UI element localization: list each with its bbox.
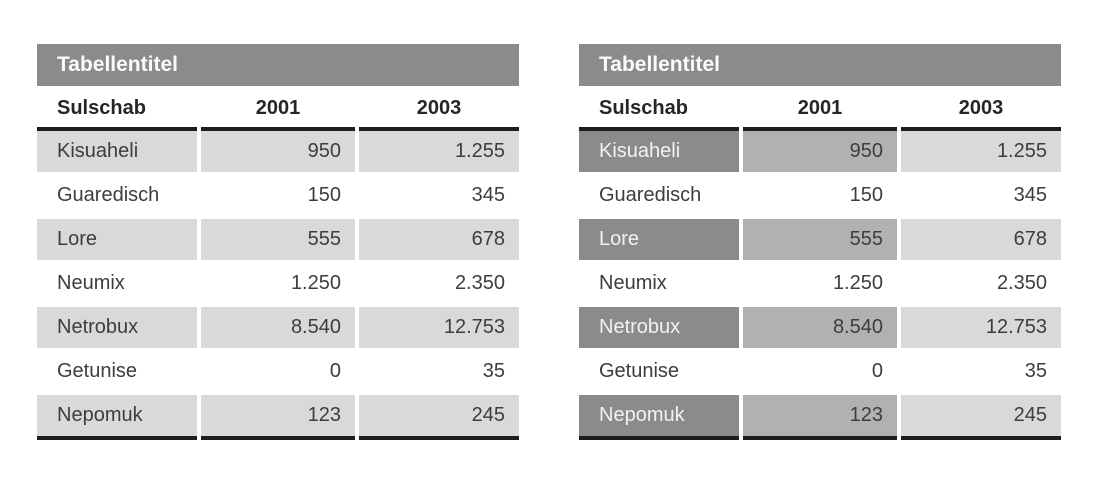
value-cell-2001: 1.250 bbox=[743, 263, 897, 307]
value-cell-2003: 678 bbox=[359, 219, 519, 263]
row-label-cell: Getunise bbox=[579, 351, 739, 395]
value-cell-2001: 123 bbox=[743, 395, 897, 440]
value-cell-2001: 150 bbox=[201, 175, 355, 219]
value-cell-2003: 1.255 bbox=[359, 131, 519, 175]
row-label-cell: Nepomuk bbox=[579, 395, 739, 440]
column-header-2003: 2003 bbox=[901, 86, 1061, 131]
row-label-cell: Nepomuk bbox=[37, 395, 197, 440]
row-label-cell: Lore bbox=[579, 219, 739, 263]
table-title-bar: Tabellentitel bbox=[37, 44, 519, 86]
table-grid: Sulschab 2001 2003 Kisuaheli 950 1.255 G… bbox=[37, 86, 519, 440]
row-label-cell: Guaredisch bbox=[579, 175, 739, 219]
value-cell-2001: 1.250 bbox=[201, 263, 355, 307]
value-cell-2001: 555 bbox=[743, 219, 897, 263]
table-right: Tabellentitel Sulschab 2001 2003 Kisuahe… bbox=[579, 44, 1061, 440]
value-cell-2003: 345 bbox=[901, 175, 1061, 219]
value-cell-2003: 1.255 bbox=[901, 131, 1061, 175]
column-header-2001: 2001 bbox=[201, 86, 355, 131]
row-label-cell: Guaredisch bbox=[37, 175, 197, 219]
value-cell-2001: 950 bbox=[743, 131, 897, 175]
value-cell-2003: 12.753 bbox=[359, 307, 519, 351]
table-grid: Sulschab 2001 2003 Kisuaheli 950 1.255 G… bbox=[579, 86, 1061, 440]
row-label-cell: Kisuaheli bbox=[37, 131, 197, 175]
table-title: Tabellentitel bbox=[57, 53, 178, 76]
value-cell-2001: 8.540 bbox=[201, 307, 355, 351]
value-cell-2001: 150 bbox=[743, 175, 897, 219]
value-cell-2003: 35 bbox=[359, 351, 519, 395]
value-cell-2003: 12.753 bbox=[901, 307, 1061, 351]
value-cell-2003: 2.350 bbox=[901, 263, 1061, 307]
value-cell-2003: 245 bbox=[359, 395, 519, 440]
value-cell-2003: 245 bbox=[901, 395, 1061, 440]
value-cell-2003: 678 bbox=[901, 219, 1061, 263]
row-label-cell: Getunise bbox=[37, 351, 197, 395]
value-cell-2001: 123 bbox=[201, 395, 355, 440]
row-label-cell: Netrobux bbox=[37, 307, 197, 351]
column-header-2001: 2001 bbox=[743, 86, 897, 131]
row-label-cell: Netrobux bbox=[579, 307, 739, 351]
table-title: Tabellentitel bbox=[599, 53, 720, 76]
value-cell-2001: 950 bbox=[201, 131, 355, 175]
table-left: Tabellentitel Sulschab 2001 2003 Kisuahe… bbox=[37, 44, 519, 440]
row-label-cell: Kisuaheli bbox=[579, 131, 739, 175]
value-cell-2001: 8.540 bbox=[743, 307, 897, 351]
row-label-cell: Neumix bbox=[37, 263, 197, 307]
value-cell-2001: 0 bbox=[201, 351, 355, 395]
column-header-label: Sulschab bbox=[579, 86, 739, 131]
value-cell-2001: 555 bbox=[201, 219, 355, 263]
column-header-label: Sulschab bbox=[37, 86, 197, 131]
value-cell-2003: 2.350 bbox=[359, 263, 519, 307]
value-cell-2003: 345 bbox=[359, 175, 519, 219]
value-cell-2001: 0 bbox=[743, 351, 897, 395]
row-label-cell: Neumix bbox=[579, 263, 739, 307]
row-label-cell: Lore bbox=[37, 219, 197, 263]
column-header-2003: 2003 bbox=[359, 86, 519, 131]
table-title-bar: Tabellentitel bbox=[579, 44, 1061, 86]
value-cell-2003: 35 bbox=[901, 351, 1061, 395]
